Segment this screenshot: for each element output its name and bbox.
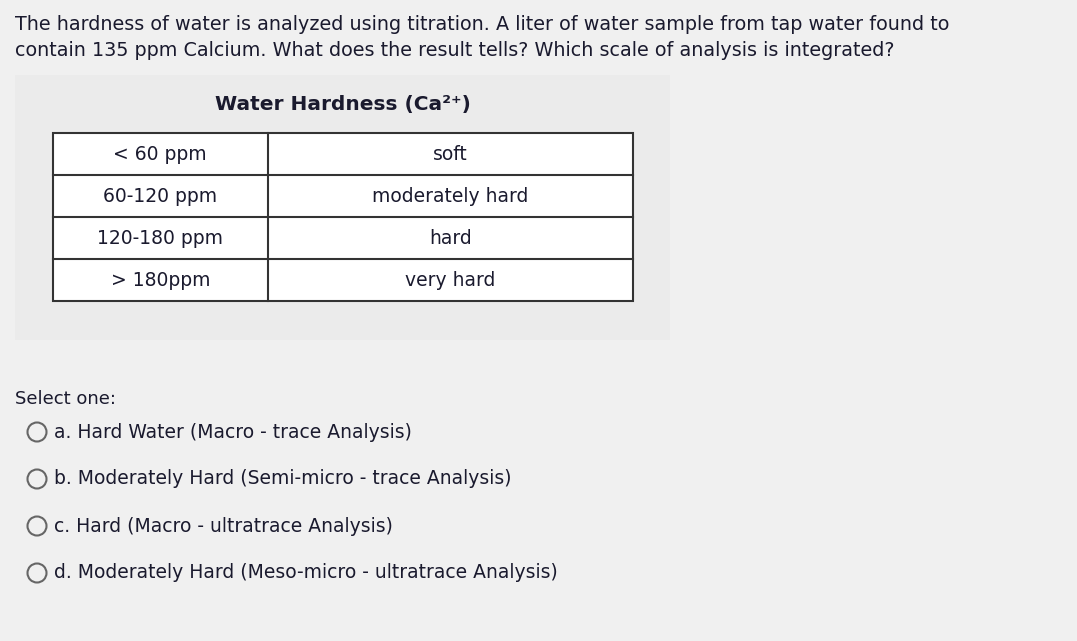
- Text: d. Moderately Hard (Meso-micro - ultratrace Analysis): d. Moderately Hard (Meso-micro - ultratr…: [55, 563, 558, 583]
- Text: soft: soft: [433, 144, 467, 163]
- Text: The hardness of water is analyzed using titration. A liter of water sample from : The hardness of water is analyzed using …: [15, 15, 949, 34]
- Text: Water Hardness (Ca²⁺): Water Hardness (Ca²⁺): [214, 95, 471, 114]
- FancyBboxPatch shape: [15, 75, 670, 340]
- Text: very hard: very hard: [405, 271, 495, 290]
- Text: Select one:: Select one:: [15, 390, 116, 408]
- Text: < 60 ppm: < 60 ppm: [113, 144, 207, 163]
- Text: 120-180 ppm: 120-180 ppm: [97, 228, 223, 247]
- Text: hard: hard: [429, 228, 472, 247]
- Text: b. Moderately Hard (Semi-micro - trace Analysis): b. Moderately Hard (Semi-micro - trace A…: [55, 469, 512, 488]
- Text: contain 135 ppm Calcium. What does the result tells? Which scale of analysis is : contain 135 ppm Calcium. What does the r…: [15, 41, 895, 60]
- Text: 60-120 ppm: 60-120 ppm: [103, 187, 218, 206]
- Bar: [53, 133, 633, 301]
- Text: a. Hard Water (Macro - trace Analysis): a. Hard Water (Macro - trace Analysis): [55, 422, 412, 442]
- Text: c. Hard (Macro - ultratrace Analysis): c. Hard (Macro - ultratrace Analysis): [55, 517, 393, 535]
- Text: > 180ppm: > 180ppm: [111, 271, 210, 290]
- Text: moderately hard: moderately hard: [373, 187, 529, 206]
